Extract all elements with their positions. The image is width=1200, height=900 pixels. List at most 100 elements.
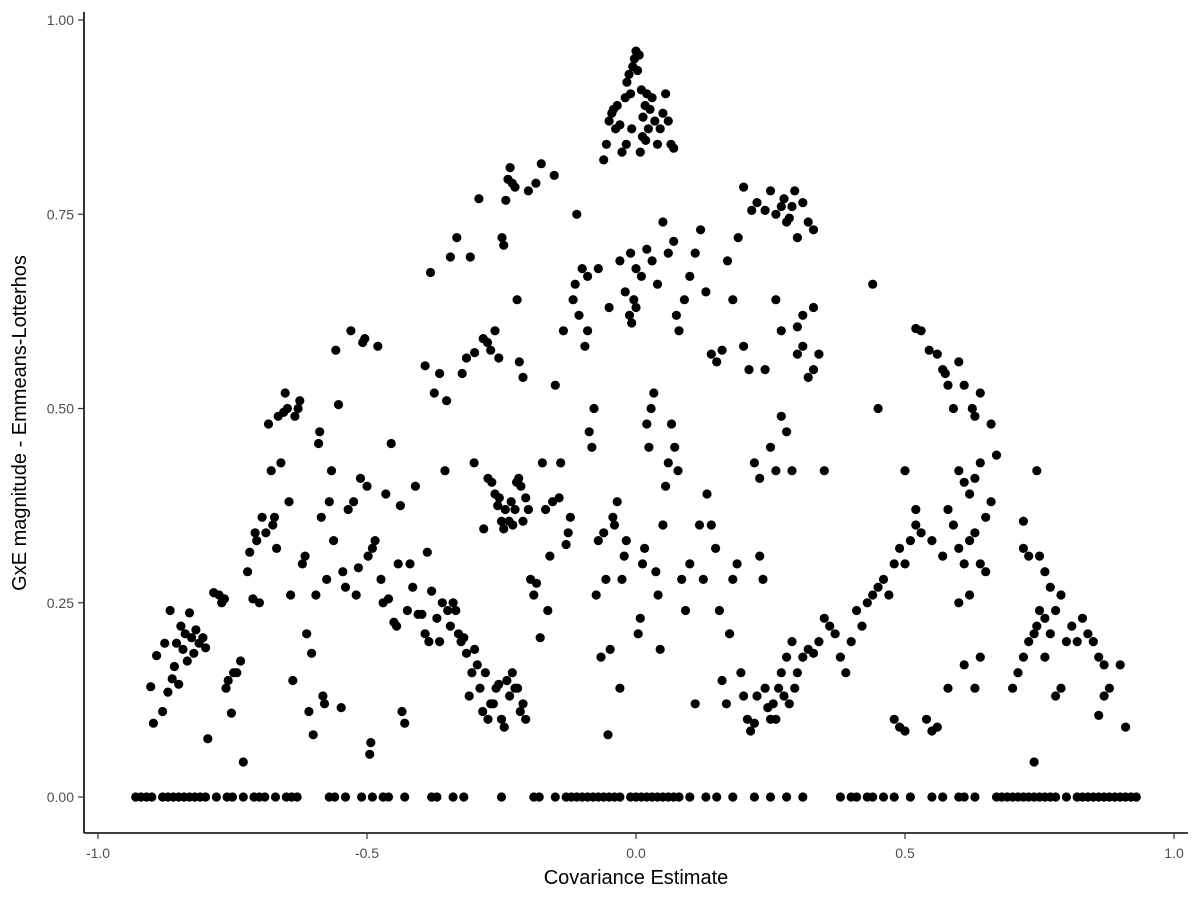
data-point [669, 143, 679, 153]
data-point [685, 271, 695, 281]
data-point [706, 349, 716, 359]
data-point [889, 714, 899, 724]
data-point [343, 504, 353, 515]
data-point [626, 89, 636, 99]
data-point [523, 186, 534, 196]
data-point [1051, 691, 1061, 701]
data-point [1029, 757, 1039, 767]
data-point [765, 442, 776, 452]
data-point [674, 326, 684, 336]
data-point [422, 547, 432, 557]
data-point [900, 559, 910, 569]
data-point [381, 489, 391, 499]
data-point [658, 520, 668, 530]
data-point [338, 567, 348, 577]
data-point [615, 120, 625, 130]
data-point [147, 792, 157, 802]
data-point [916, 528, 926, 538]
data-point [461, 353, 472, 363]
data-point [311, 590, 321, 600]
data-point [790, 186, 800, 196]
y-axis-ticks: 0.00 0.25 0.50 0.75 1.00 [47, 12, 84, 805]
x-tick-label: 1.0 [1164, 845, 1184, 861]
data-point [685, 559, 695, 569]
data-point [666, 419, 677, 429]
data-point [583, 326, 593, 336]
data-point [835, 792, 846, 802]
data-point [645, 104, 655, 114]
data-point [521, 714, 531, 724]
data-point [357, 792, 367, 802]
data-point [572, 209, 582, 219]
data-point [792, 668, 803, 678]
data-point [725, 629, 735, 639]
y-tick-label: 0.50 [47, 401, 74, 417]
data-point [911, 504, 921, 515]
data-point [755, 473, 765, 483]
data-point [308, 730, 318, 740]
data-point [981, 567, 991, 577]
data-point [169, 661, 179, 672]
data-point [198, 633, 208, 643]
data-point [427, 586, 437, 596]
data-point [619, 551, 629, 561]
data-point [749, 718, 760, 728]
data-point [333, 400, 344, 410]
data-point [732, 559, 742, 569]
data-point [635, 613, 645, 623]
data-point [954, 466, 964, 476]
data-point [784, 213, 794, 223]
data-point [975, 652, 985, 662]
data-point [779, 194, 789, 204]
data-point [631, 302, 641, 313]
data-point [814, 637, 824, 647]
data-point [633, 65, 643, 76]
data-point [201, 792, 211, 802]
data-point [768, 699, 778, 709]
data-point [448, 598, 458, 608]
data-point [1099, 691, 1109, 701]
data-point [609, 520, 620, 530]
data-point [452, 233, 462, 243]
data-point [376, 574, 386, 585]
data-point [940, 368, 950, 379]
data-point [776, 201, 786, 212]
data-point [596, 652, 606, 662]
data-point [627, 318, 637, 328]
data-point [644, 442, 654, 452]
data-point [626, 248, 636, 258]
data-point [1013, 668, 1023, 678]
data-point [429, 388, 439, 398]
data-point [774, 683, 784, 693]
data-point [776, 668, 786, 678]
data-point [292, 792, 302, 802]
data-point [642, 244, 652, 254]
data-point [830, 629, 840, 639]
x-axis-title: Covariance Estimate [544, 867, 729, 889]
data-point [655, 124, 665, 134]
data-point [798, 198, 808, 208]
data-point [889, 792, 899, 802]
data-point [1121, 722, 1131, 732]
data-point [226, 708, 236, 718]
data-point [991, 450, 1002, 460]
data-point [472, 660, 482, 670]
data-point [722, 256, 733, 266]
data-point [608, 512, 618, 522]
data-point [712, 357, 722, 367]
data-point [636, 271, 647, 281]
data-point [470, 644, 480, 655]
data-point [739, 182, 749, 192]
data-point [1024, 551, 1034, 561]
data-point [819, 613, 829, 623]
data-point [852, 605, 862, 616]
data-point [792, 233, 803, 243]
data-point [635, 147, 645, 157]
data-point [478, 706, 488, 717]
data-point [286, 590, 296, 600]
data-point [649, 388, 659, 398]
data-point [620, 287, 630, 297]
data-point [340, 792, 351, 802]
data-point [787, 637, 797, 647]
data-point [496, 792, 507, 802]
